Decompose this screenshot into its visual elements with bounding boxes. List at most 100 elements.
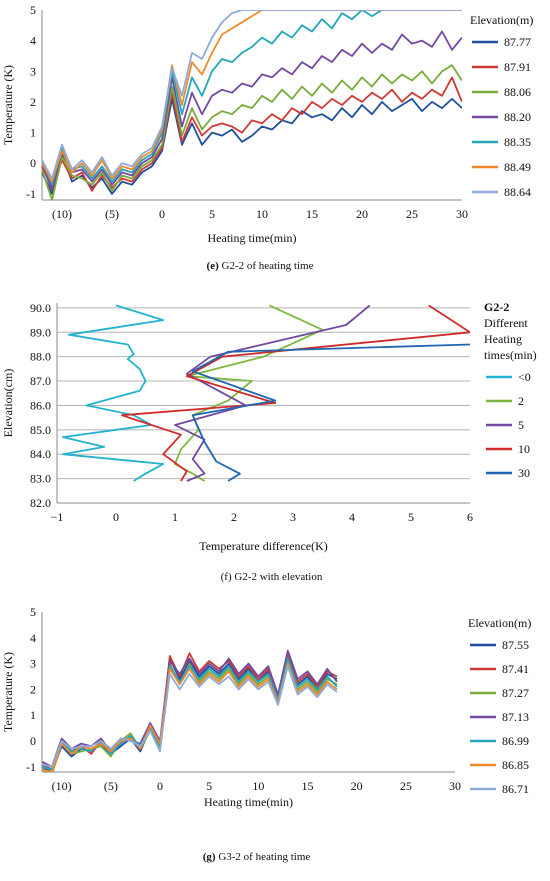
series-line-86.85 bbox=[42, 662, 338, 772]
x-tick-label: (5) bbox=[104, 779, 118, 793]
y-tick-label: 85.0 bbox=[30, 423, 51, 437]
y-tick-label: 1 bbox=[30, 708, 36, 722]
x-tick-label: 0 bbox=[159, 207, 165, 221]
caption: (g) G3-2 of heating time bbox=[203, 851, 311, 863]
y-tick-label: 0 bbox=[30, 156, 36, 170]
y-tick-label: 87.0 bbox=[30, 374, 51, 388]
chart-1: 82.0 83.0 84.0 85.0 86.0 87.0 88.0 89.0 90.0 −1 0 1… bbox=[1, 300, 537, 583]
series-line-87.77 bbox=[42, 98, 462, 195]
legend-entry: 87.55 bbox=[502, 638, 529, 652]
series-group bbox=[62, 304, 470, 482]
series-line-30 bbox=[191, 343, 470, 482]
legend-entry: 88.64 bbox=[504, 185, 531, 199]
series-line-<0 bbox=[62, 304, 165, 482]
x-axis-label: Heating time(min) bbox=[208, 231, 297, 245]
y-tick-label: 2 bbox=[30, 95, 36, 109]
legend-title: times(min) bbox=[484, 348, 537, 362]
series-line-10 bbox=[121, 304, 470, 482]
y-tick-label: 4 bbox=[30, 631, 36, 645]
x-tick-label: 10 bbox=[252, 779, 264, 793]
series-line-88.64 bbox=[42, 10, 462, 180]
x-tick-label: 10 bbox=[256, 207, 268, 221]
caption: (e) G2-2 of heating time bbox=[207, 260, 314, 272]
legend-entry: 87.91 bbox=[504, 60, 531, 74]
legend-entry: 5 bbox=[518, 418, 524, 432]
y-tick-label: 88.0 bbox=[30, 350, 51, 364]
x-tick-label: (10) bbox=[52, 779, 72, 793]
legend-title: Heating bbox=[484, 332, 522, 346]
y-tick-label: 90.0 bbox=[30, 301, 51, 315]
x-tick-label: 5 bbox=[206, 779, 212, 793]
legend-title: Elevation(m) bbox=[468, 616, 531, 630]
series-line-5 bbox=[174, 304, 371, 482]
legend-entry: 87.41 bbox=[502, 662, 529, 676]
legend-entry: 30 bbox=[518, 466, 530, 480]
x-tick-label: 5 bbox=[209, 207, 215, 221]
y-tick-label: 3 bbox=[30, 657, 36, 671]
y-tick-label: -1 bbox=[26, 760, 36, 774]
y-tick-label: 89.0 bbox=[30, 325, 51, 339]
legend-entry: 87.77 bbox=[504, 35, 531, 49]
x-axis-label: Temperature difference(K) bbox=[199, 539, 328, 553]
legend-heading: G2-2 bbox=[484, 300, 509, 314]
series-line-86.71 bbox=[42, 665, 338, 768]
legend-entry: 88.06 bbox=[504, 85, 531, 99]
y-tick-label: -1 bbox=[26, 187, 36, 201]
series-group bbox=[42, 10, 462, 200]
x-tick-label: (10) bbox=[52, 207, 72, 221]
x-tick-label: 30 bbox=[449, 779, 461, 793]
legend-entry: 88.35 bbox=[504, 135, 531, 149]
x-tick-label: (5) bbox=[105, 207, 119, 221]
legend-entry: 88.49 bbox=[504, 160, 531, 174]
legend-entry: 87.13 bbox=[502, 710, 529, 724]
legend-entry: 86.85 bbox=[502, 758, 529, 772]
x-tick-label: 6 bbox=[467, 510, 473, 524]
x-tick-label: 25 bbox=[406, 207, 418, 221]
caption: (f) G2-2 with elevation bbox=[221, 571, 323, 583]
series-line-86.99 bbox=[42, 657, 338, 771]
legend-entry: 10 bbox=[518, 442, 530, 456]
x-axis-label: Heating time(min) bbox=[204, 795, 293, 809]
x-tick-label: 0 bbox=[113, 510, 119, 524]
y-tick-label: 5 bbox=[30, 605, 36, 619]
legend-entry: 86.71 bbox=[502, 782, 529, 796]
y-tick-label: 1 bbox=[30, 126, 36, 140]
legend-title: Different bbox=[484, 316, 528, 330]
chart-0: -1 0 1 2 3 4 5 (10) (5) 0 5 10 15 20 25 30 Heating time(… bbox=[1, 3, 533, 272]
series-line-88.35 bbox=[42, 10, 462, 186]
y-axis-label: Temperature (K) bbox=[1, 652, 15, 732]
series-line-88.20 bbox=[42, 30, 462, 192]
series-line-88.49 bbox=[42, 10, 462, 183]
x-tick-label: 15 bbox=[306, 207, 318, 221]
x-tick-label: 5 bbox=[408, 510, 414, 524]
y-tick-label: 5 bbox=[30, 3, 36, 17]
y-tick-label: 4 bbox=[30, 34, 36, 48]
y-tick-label: 3 bbox=[30, 64, 36, 78]
x-tick-label: 20 bbox=[351, 779, 363, 793]
x-tick-label: 0 bbox=[157, 779, 163, 793]
y-tick-label: 86.0 bbox=[30, 398, 51, 412]
legend-entry: 88.20 bbox=[504, 110, 531, 124]
x-tick-label: 4 bbox=[349, 510, 355, 524]
y-tick-label: 84.0 bbox=[30, 447, 51, 461]
x-tick-label: 15 bbox=[302, 779, 314, 793]
y-tick-label: 82.0 bbox=[30, 496, 51, 510]
legend-entry: 87.27 bbox=[502, 686, 529, 700]
x-tick-label: 3 bbox=[290, 510, 296, 524]
series-line-88.06 bbox=[42, 64, 462, 200]
x-tick-label: 25 bbox=[400, 779, 412, 793]
y-tick-label: 0 bbox=[30, 734, 36, 748]
series-group bbox=[42, 649, 338, 772]
x-tick-label: −1 bbox=[51, 510, 64, 524]
x-tick-label: 1 bbox=[172, 510, 178, 524]
x-tick-label: 30 bbox=[456, 207, 468, 221]
series-line-87.91 bbox=[42, 76, 462, 192]
y-tick-label: 2 bbox=[30, 682, 36, 696]
x-tick-label: 2 bbox=[231, 510, 237, 524]
legend-title: Elevation(m) bbox=[470, 13, 533, 27]
y-tick-label: 83.0 bbox=[30, 472, 51, 486]
legend-entry: <0 bbox=[518, 370, 531, 384]
y-axis-label: Temperature (K) bbox=[1, 65, 15, 145]
y-axis-label: Elevation(cm) bbox=[1, 369, 15, 438]
